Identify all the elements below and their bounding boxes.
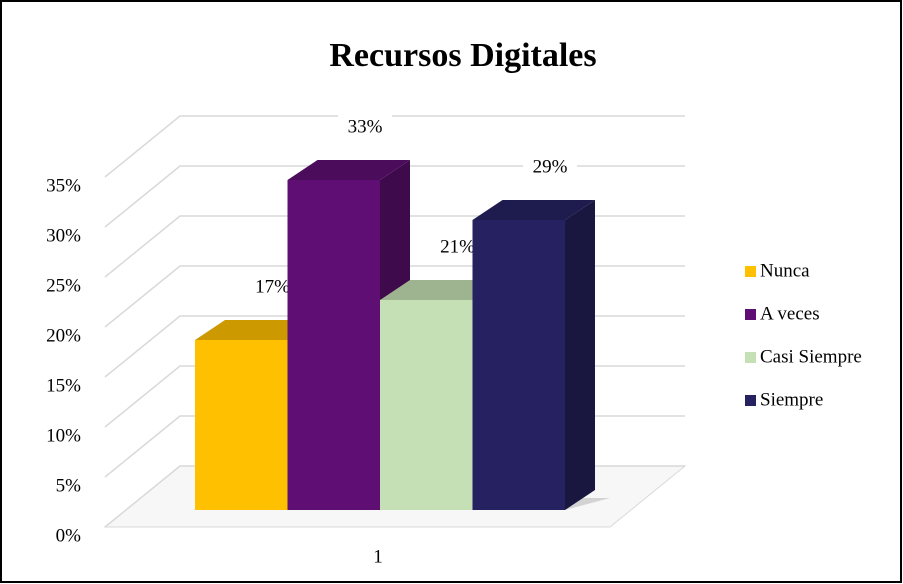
y-tick-label: 0%: [56, 525, 82, 546]
data-label: 33%: [348, 116, 383, 137]
bar: [472, 220, 565, 510]
y-tick-label: 30%: [46, 225, 81, 246]
bar-side: [565, 200, 595, 510]
legend-swatch: [745, 309, 756, 320]
data-label-box: [338, 112, 392, 144]
y-tick-label: 5%: [56, 475, 82, 496]
bar-top: [472, 200, 595, 220]
legend-label: Siempre: [760, 389, 823, 410]
legend-swatch: [745, 395, 756, 406]
bar-top: [380, 280, 503, 300]
bar-top: [195, 320, 318, 340]
legend-label: A veces: [760, 303, 820, 324]
y-tick-label: 10%: [46, 425, 81, 446]
data-label-box: [523, 152, 577, 184]
y-tick-label: 35%: [46, 175, 81, 196]
legend-swatch: [745, 352, 756, 363]
legend-label: Casi Siempre: [760, 346, 862, 367]
data-label: 21%: [440, 236, 475, 257]
y-tick-label: 20%: [46, 325, 81, 346]
grid-line: [104, 165, 685, 228]
bar-top: [287, 160, 410, 180]
bar: [195, 340, 288, 510]
legend-label: Nunca: [760, 260, 810, 281]
grid-line: [104, 115, 685, 178]
legend-swatch: [745, 266, 756, 277]
data-label: 17%: [255, 276, 290, 297]
data-label: 29%: [533, 156, 568, 177]
chart-title: Recursos Digitales: [329, 37, 596, 74]
x-tick-label: 1: [373, 546, 383, 567]
bar: [380, 300, 473, 510]
y-tick-label: 15%: [46, 375, 81, 396]
y-tick-label: 25%: [46, 275, 81, 296]
bar: [287, 180, 380, 510]
